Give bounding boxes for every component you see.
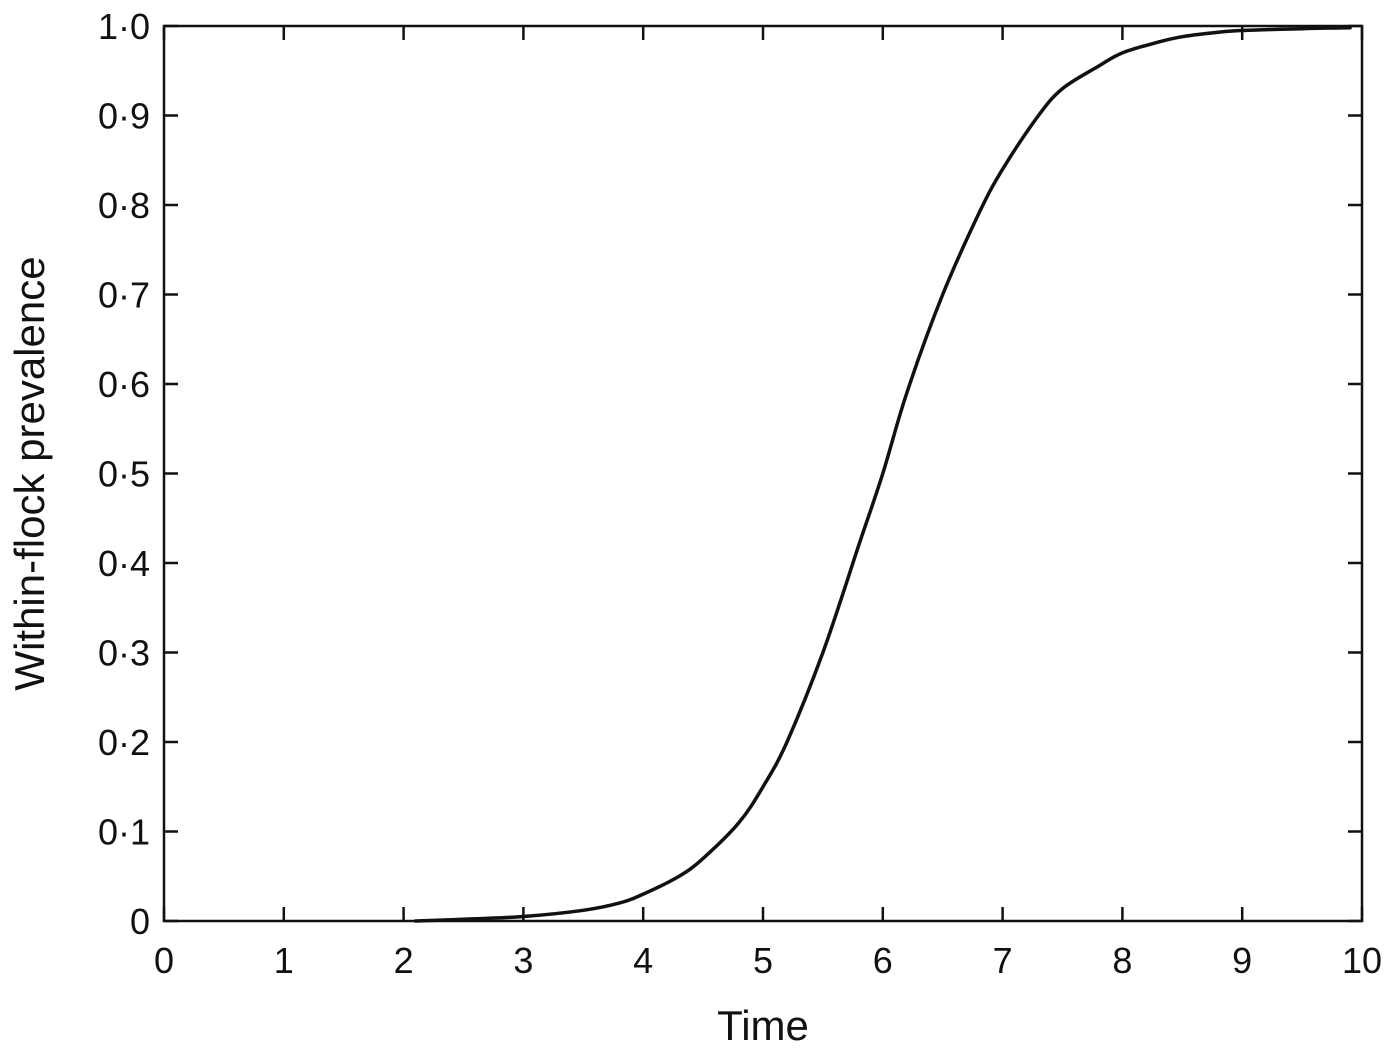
y-tick-label: 1·0 [98,6,150,47]
y-tick-label: 0·9 [98,96,150,137]
y-axis-title: Within-flock prevalence [6,256,53,690]
y-tick-label: 0·8 [98,185,150,226]
x-tick-label: 9 [1232,940,1252,981]
y-tick-label: 0·2 [98,722,150,763]
y-tick-label: 0·3 [98,633,150,674]
y-tick-label: 0 [130,901,150,942]
x-tick-label: 3 [513,940,533,981]
y-tick-label: 0·1 [98,812,150,853]
y-tick-label: 0·6 [98,364,150,405]
x-tick-label: 6 [873,940,893,981]
x-tick-label: 1 [274,940,294,981]
x-tick-labels: 0 1 2 3 4 5 6 7 8 9 10 [154,940,1382,981]
x-tick-label: 2 [394,940,414,981]
x-tick-label: 10 [1342,940,1382,981]
x-tick-label: 7 [993,940,1013,981]
x-tick-label: 0 [154,940,174,981]
y-tick-labels: 0 0·1 0·2 0·3 0·4 0·5 0·6 0·7 0·8 0·9 1·0 [98,6,150,942]
prevalence-curve [413,26,1352,923]
y-tick-label: 0·5 [98,454,150,495]
y-tick-label: 0·4 [98,543,150,584]
x-axis-title: Time [717,1002,809,1049]
plot-frame [162,24,1364,923]
x-tick-label: 8 [1112,940,1132,981]
x-tick-label: 4 [633,940,653,981]
y-tick-label: 0·7 [98,275,150,316]
x-tick-label: 5 [753,940,773,981]
